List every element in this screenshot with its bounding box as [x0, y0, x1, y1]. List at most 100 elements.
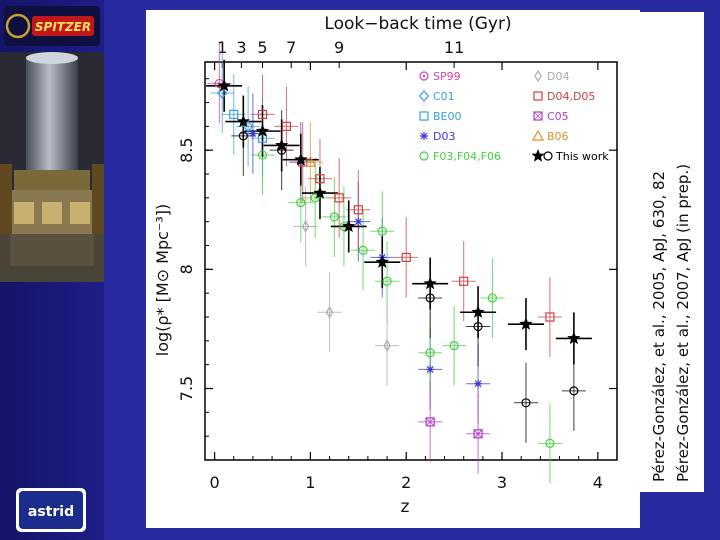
legend-marker: [419, 71, 429, 81]
legend-marker: [419, 111, 429, 121]
chart-panel: [146, 10, 640, 528]
top-tick-label: 5: [257, 38, 267, 57]
top-tick-label: 7: [286, 38, 296, 57]
x-tick-label: 4: [593, 473, 603, 492]
x-tick-label: 1: [305, 473, 315, 492]
legend-marker: [543, 151, 553, 161]
data-point: [459, 276, 469, 286]
data-point: [521, 398, 531, 408]
data-point: [217, 78, 231, 92]
spitzer-logo: SPITZER: [4, 6, 100, 46]
spitzer-telescope-image: [0, 52, 104, 282]
data-point: [569, 386, 579, 396]
data-point: [257, 150, 268, 160]
data-point: [519, 317, 533, 330]
data-points: [214, 78, 581, 448]
citation-1: Pérez-González, et al., 2005, ApJ, 630, …: [650, 170, 668, 482]
data-point: [423, 276, 437, 290]
legend-label: D04,D05: [547, 90, 595, 103]
legend-marker: [533, 91, 543, 101]
data-point: [248, 129, 257, 138]
data-point: [567, 331, 581, 345]
data-point: [315, 174, 325, 184]
data-point: [301, 220, 310, 233]
data-point: [382, 276, 392, 286]
citation-panel: Pérez-González, et al., 2005, ApJ, 630, …: [640, 12, 704, 492]
data-point: [329, 212, 339, 222]
data-point: [296, 198, 306, 208]
data-point: [281, 121, 292, 131]
data-point: [353, 205, 363, 215]
data-point: [471, 305, 485, 318]
legend-marker: [531, 149, 545, 162]
legend-marker: [534, 69, 542, 83]
data-point: [275, 138, 289, 152]
data-point: [474, 379, 483, 388]
data-point: [375, 255, 389, 268]
legend-label: This work: [555, 150, 609, 163]
legend-marker: [418, 90, 430, 102]
plot-frame: [204, 61, 618, 461]
x-tick-label: 3: [497, 473, 507, 492]
x-tick-label: 2: [401, 473, 411, 492]
data-point: [304, 155, 317, 167]
y-tick-label: 7.5: [177, 376, 196, 401]
data-point: [426, 365, 435, 374]
legend-label: BE00: [433, 110, 462, 123]
top-axis-label: Look−back time (Gyr): [324, 14, 511, 34]
legend-label: D04: [547, 70, 569, 83]
left-sidebar: SPITZER astrid: [0, 0, 104, 540]
legend-marker: [533, 111, 543, 121]
data-point: [229, 109, 239, 120]
data-point: [449, 341, 459, 351]
citation-2: Pérez-González, et al., 2007, ApJ (in pr…: [674, 163, 692, 482]
top-tick-label: 3: [236, 38, 246, 57]
data-point: [545, 312, 555, 322]
data-point: [236, 114, 250, 128]
data-point: [257, 109, 268, 120]
data-point: [383, 339, 391, 352]
data-point: [294, 152, 308, 166]
astrid-label: astrid: [28, 504, 74, 520]
legend-marker: [420, 132, 428, 140]
data-point: [473, 429, 483, 439]
legend-label: B06: [547, 130, 569, 143]
legend-label: SP99: [433, 70, 461, 83]
data-point-x: [425, 417, 435, 427]
data-point: [545, 438, 555, 448]
data-point: [342, 219, 356, 233]
top-tick-label: 1: [217, 38, 227, 57]
legend-marker-x: [533, 111, 543, 121]
data-point: [401, 252, 411, 263]
data-point: [354, 217, 363, 226]
data-point: [313, 186, 327, 199]
data-point: [425, 417, 435, 427]
data-point: [377, 226, 387, 236]
data-point: [425, 348, 435, 358]
svg-text:SPITZER: SPITZER: [35, 20, 91, 34]
y-tick-label: 8.5: [177, 137, 196, 162]
data-point-x: [473, 429, 483, 439]
data-point: [487, 293, 498, 303]
top-tick-label: 11: [444, 38, 464, 57]
legend-marker: [419, 151, 429, 161]
astrid-logo: astrid: [16, 488, 86, 532]
data-point: [238, 131, 248, 141]
legend-label: C01: [433, 90, 455, 103]
legend-label: D03: [433, 130, 455, 143]
axes-group: 0 1 2 3 47.588.51 3 5 7 9 11: [177, 38, 617, 492]
legend-marker: [531, 129, 545, 141]
data-point: [473, 321, 483, 332]
data-point: [334, 193, 344, 203]
data-point: [325, 306, 334, 319]
data-point: [255, 124, 270, 137]
legend-marker-dot: [422, 74, 426, 78]
data-point: [216, 87, 228, 99]
data-point: [358, 245, 368, 255]
data-point: [257, 133, 268, 143]
data-point: [310, 193, 320, 203]
top-tick-label: 9: [334, 38, 344, 57]
x-axis-label: z: [401, 497, 410, 517]
legend-label: C05: [547, 110, 569, 123]
